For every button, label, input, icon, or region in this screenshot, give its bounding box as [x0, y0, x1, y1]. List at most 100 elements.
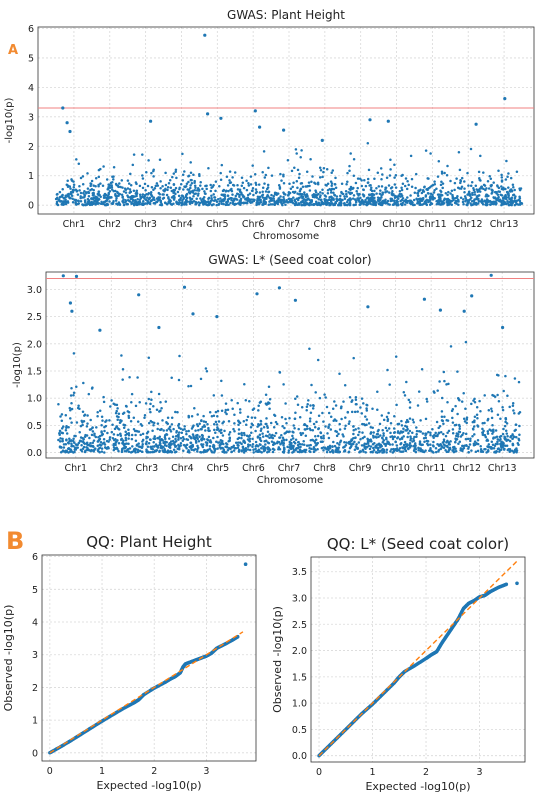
snp-point — [236, 443, 239, 447]
snp-point — [486, 199, 490, 202]
snp-point — [341, 433, 344, 436]
snp-point — [207, 435, 211, 439]
snp-point — [253, 416, 257, 419]
snp-point-peak — [203, 33, 207, 37]
snp-point — [246, 197, 250, 201]
snp-point — [376, 430, 380, 433]
snp-point — [341, 192, 345, 196]
snp-point — [326, 432, 329, 435]
snp-point — [378, 192, 382, 195]
reference-line — [318, 560, 518, 757]
snp-point — [152, 188, 155, 192]
snp-point — [146, 184, 150, 188]
snp-point — [248, 192, 252, 195]
snp-point — [219, 178, 223, 182]
snp-point — [319, 198, 323, 202]
snp-point — [266, 426, 269, 429]
snp-point — [489, 184, 493, 187]
snp-point — [337, 432, 340, 436]
snp-point — [502, 200, 506, 203]
snp-point — [217, 202, 221, 206]
snp-point — [254, 183, 258, 186]
snp-point — [282, 441, 285, 445]
snp-point — [385, 201, 388, 204]
snp-point — [387, 441, 390, 444]
snp-point — [461, 200, 465, 204]
snp-point — [115, 197, 118, 200]
snp-point — [377, 435, 380, 439]
snp-point — [60, 195, 64, 198]
snp-point — [280, 415, 284, 419]
snp-point — [278, 436, 281, 439]
snp-point — [155, 408, 159, 411]
snp-point — [264, 439, 268, 442]
snp-point — [352, 174, 356, 177]
panel-a-label: A — [8, 43, 18, 58]
snp-point — [247, 181, 250, 185]
snp-point — [469, 437, 472, 441]
snp-point — [170, 450, 173, 454]
snp-point — [379, 446, 382, 449]
snp-point — [418, 442, 422, 446]
snp-point — [116, 447, 119, 451]
snp-point — [122, 203, 126, 207]
snp-point — [365, 407, 368, 410]
snp-point — [190, 178, 193, 182]
snp-point — [111, 436, 115, 440]
snp-point — [236, 183, 239, 187]
snp-point — [212, 203, 215, 206]
snp-point — [511, 183, 515, 187]
snp-point — [429, 447, 432, 450]
snp-point — [77, 441, 81, 445]
snp-point — [64, 429, 68, 432]
snp-point — [357, 194, 360, 197]
snp-point — [268, 407, 271, 410]
snp-point — [108, 184, 112, 187]
snp-point — [270, 193, 273, 197]
snp-point — [68, 439, 71, 443]
snp-point — [400, 188, 404, 192]
snp-point — [258, 191, 262, 194]
snp-point — [259, 439, 263, 443]
snp-point — [279, 443, 282, 446]
snp-point — [280, 179, 283, 182]
snp-point — [313, 425, 317, 429]
snp-point — [442, 370, 446, 374]
snp-point — [400, 419, 403, 423]
snp-point — [486, 430, 490, 433]
snp-point — [239, 411, 242, 414]
snp-point — [129, 420, 133, 423]
snp-point — [189, 171, 193, 174]
x-tick-label: Chr12 — [454, 219, 483, 230]
y-tick-label: 1 — [32, 716, 38, 727]
snp-point — [420, 367, 424, 371]
snp-point — [425, 400, 429, 403]
snp-point — [179, 201, 183, 204]
snp-point — [264, 402, 268, 405]
snp-point — [372, 449, 376, 452]
snp-point — [239, 190, 242, 194]
snp-point — [127, 199, 131, 202]
snp-point — [334, 429, 337, 433]
snp-point — [293, 190, 297, 194]
snp-point — [441, 441, 445, 444]
snp-point — [495, 373, 499, 377]
snp-point-peak — [422, 297, 426, 301]
snp-point — [407, 432, 410, 435]
snp-point — [305, 170, 309, 173]
snp-point — [507, 186, 510, 189]
snp-point — [123, 424, 127, 427]
x-tick-label: 2 — [151, 766, 157, 777]
snp-point — [498, 435, 502, 439]
snp-point — [433, 180, 436, 183]
snp-point — [398, 192, 402, 196]
snp-point — [71, 197, 74, 200]
snp-point-peak — [206, 112, 210, 116]
snp-point — [430, 449, 433, 452]
snp-point — [393, 194, 397, 198]
snp-point — [293, 166, 296, 169]
snp-point — [69, 408, 72, 412]
snp-point — [155, 200, 159, 204]
snp-point — [76, 202, 80, 206]
